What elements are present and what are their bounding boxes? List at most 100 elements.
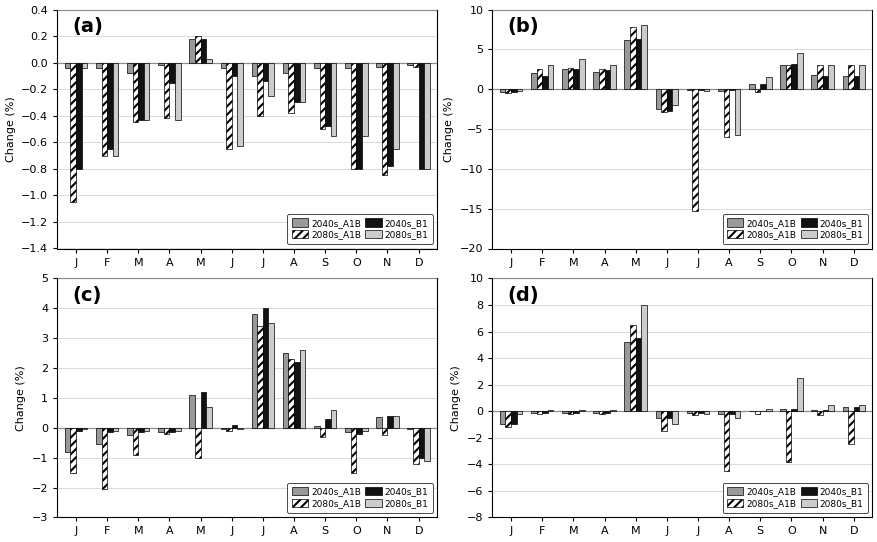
Bar [424, 428, 430, 461]
Bar [510, 89, 516, 92]
Bar [82, 63, 87, 68]
Bar [630, 27, 635, 89]
Bar [418, 428, 424, 457]
Legend: 2040s_A1B, 2080s_A1B, 2040s_B1, 2080s_B1: 2040s_A1B, 2080s_A1B, 2040s_B1, 2080s_B1 [722, 483, 867, 513]
Bar [319, 63, 324, 129]
Bar [785, 65, 790, 89]
Bar [226, 428, 232, 431]
Bar [262, 63, 268, 81]
Bar [510, 411, 516, 424]
Bar [350, 63, 356, 169]
Bar [268, 323, 274, 428]
Y-axis label: Change (%): Change (%) [451, 365, 460, 431]
Bar [112, 63, 118, 156]
Bar [169, 63, 175, 82]
Bar [516, 411, 522, 414]
Bar [107, 428, 112, 433]
Bar [810, 410, 816, 411]
Bar [252, 314, 257, 428]
Bar [144, 428, 149, 431]
Bar [697, 89, 702, 90]
Bar [282, 353, 289, 428]
Bar [697, 411, 702, 412]
Bar [822, 410, 827, 411]
Bar [765, 78, 771, 89]
Bar [132, 428, 138, 455]
Bar [262, 308, 268, 428]
Bar [859, 404, 864, 411]
Bar [289, 359, 294, 428]
Bar [257, 63, 262, 116]
Bar [692, 89, 697, 211]
Bar [200, 39, 206, 63]
Bar [598, 411, 604, 414]
Bar [635, 338, 640, 411]
Bar [610, 410, 615, 411]
Bar [65, 63, 70, 68]
Bar [361, 63, 367, 136]
Bar [578, 59, 584, 89]
Bar [70, 63, 76, 202]
Text: (d): (d) [507, 286, 538, 305]
Bar [717, 411, 723, 414]
Bar [158, 428, 164, 433]
Bar [686, 411, 692, 412]
Bar [842, 407, 847, 411]
Bar [345, 63, 350, 68]
Text: (b): (b) [507, 17, 538, 36]
Bar [76, 63, 82, 169]
Bar [754, 89, 759, 92]
Bar [655, 411, 660, 418]
Bar [314, 427, 319, 428]
Bar [376, 63, 381, 67]
Bar [822, 76, 827, 89]
Bar [299, 63, 305, 102]
Bar [717, 89, 723, 91]
Bar [692, 411, 697, 415]
Bar [567, 411, 573, 414]
Bar [723, 89, 728, 137]
Bar [127, 428, 132, 435]
Bar [499, 411, 505, 424]
Bar [282, 63, 289, 73]
Text: (c): (c) [73, 286, 102, 305]
Bar [666, 89, 672, 111]
Bar [232, 425, 237, 428]
Bar [604, 70, 610, 89]
Bar [132, 63, 138, 122]
Bar [536, 69, 542, 89]
Bar [630, 325, 635, 411]
Bar [593, 72, 598, 89]
Bar [393, 63, 398, 149]
Bar [660, 411, 666, 431]
Bar [331, 410, 336, 428]
Bar [220, 428, 226, 429]
Bar [759, 85, 765, 89]
Bar [578, 410, 584, 411]
Bar [376, 417, 381, 428]
Bar [195, 428, 200, 457]
Bar [561, 411, 567, 412]
Legend: 2040s_A1B, 2080s_A1B, 2040s_B1, 2080s_B1: 2040s_A1B, 2080s_A1B, 2040s_B1, 2080s_B1 [287, 483, 432, 513]
Bar [102, 63, 107, 156]
Bar [640, 25, 646, 89]
Bar [299, 350, 305, 428]
Bar [542, 411, 547, 412]
Bar [734, 411, 739, 418]
Bar [593, 411, 598, 412]
Bar [660, 89, 666, 112]
Bar [573, 411, 578, 412]
Bar [237, 428, 243, 429]
Bar [859, 65, 864, 89]
Bar [827, 404, 833, 411]
Bar [356, 428, 361, 434]
Bar [76, 428, 82, 431]
Bar [381, 63, 387, 176]
Bar [505, 411, 510, 427]
Bar [107, 63, 112, 149]
Bar [331, 63, 336, 136]
Bar [138, 428, 144, 433]
Bar [702, 411, 709, 414]
Bar [847, 65, 852, 89]
Bar [842, 76, 847, 89]
